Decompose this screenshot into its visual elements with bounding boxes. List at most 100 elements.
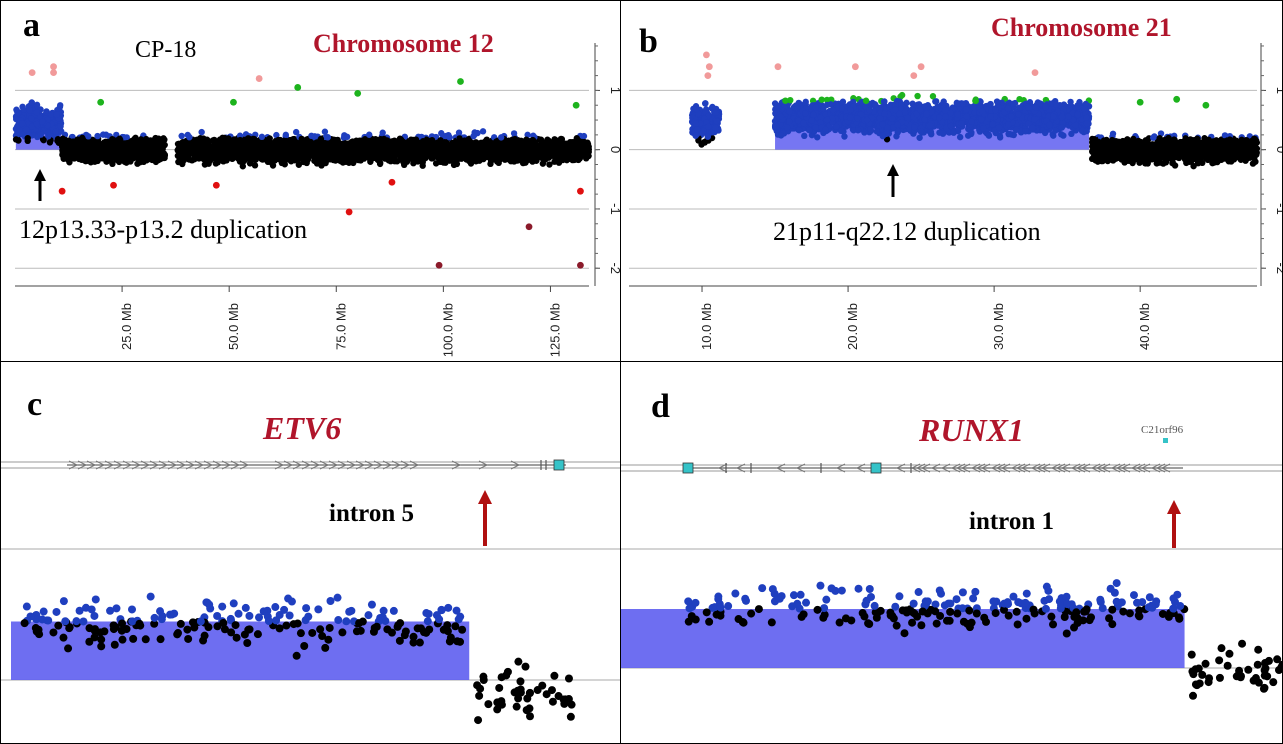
data-point (372, 144, 379, 152)
data-point (488, 144, 495, 151)
data-point (1016, 95, 1023, 103)
data-point (62, 136, 69, 144)
data-point (322, 134, 330, 141)
data-point (402, 156, 409, 164)
data-point (248, 153, 256, 160)
data-point (354, 141, 361, 149)
data-point (147, 137, 154, 144)
data-point (575, 156, 582, 164)
data-point (339, 141, 347, 148)
arrow-head (34, 169, 46, 181)
data-point (380, 146, 388, 154)
panel-letter: a (23, 7, 40, 44)
data-point (419, 162, 426, 169)
data-point (434, 149, 441, 156)
data-point (149, 156, 156, 164)
data-point (56, 103, 64, 111)
data-point (28, 123, 36, 130)
data-point (297, 142, 305, 149)
data-point (71, 153, 79, 160)
data-point (317, 135, 325, 143)
outlier-point (255, 75, 263, 82)
data-point (37, 131, 45, 138)
data-point (460, 144, 467, 151)
data-point (556, 147, 563, 154)
data-point (801, 132, 808, 140)
data-point (69, 145, 76, 153)
data-point (149, 146, 156, 153)
data-point (250, 148, 257, 155)
data-point (440, 151, 448, 158)
data-point (121, 146, 129, 154)
data-point (424, 137, 432, 144)
data-point (136, 146, 144, 154)
data-point (297, 150, 304, 158)
data-point (704, 133, 712, 140)
data-point (28, 99, 35, 106)
data-point (184, 131, 191, 139)
data-point (438, 130, 445, 137)
data-point (144, 150, 152, 158)
data-point (447, 142, 454, 149)
outlier-point (212, 181, 220, 189)
data-point (450, 153, 457, 160)
data-point (136, 159, 144, 166)
x-tick-label: 30.0 Mb (991, 303, 1006, 350)
y-tick-label: -1 (1274, 203, 1283, 215)
data-point (110, 150, 118, 157)
data-point (319, 143, 327, 150)
x-tick-label: 20.0 Mb (845, 303, 860, 350)
outlier-point (577, 261, 584, 269)
y-tick-label: 0 (1274, 146, 1283, 153)
data-point (80, 142, 88, 150)
data-point (91, 157, 98, 164)
outlier-point (354, 89, 362, 97)
data-point (74, 136, 81, 143)
data-point (116, 136, 124, 143)
data-point (458, 155, 465, 162)
data-point (367, 158, 374, 165)
data-point (12, 136, 20, 143)
data-point (249, 143, 257, 150)
y-tick-label: 0 (608, 146, 621, 153)
data-point (201, 161, 209, 168)
data-point (229, 155, 236, 162)
data-point (416, 141, 424, 149)
data-point (386, 144, 393, 152)
outlier-point (525, 223, 533, 231)
data-point (53, 111, 60, 118)
outlier-point (388, 178, 396, 186)
data-point (251, 162, 259, 169)
data-point (929, 93, 937, 100)
data-point (308, 132, 315, 140)
data-point (406, 146, 413, 153)
data-point (115, 158, 123, 166)
data-point (52, 128, 59, 135)
outlier-point (50, 69, 57, 77)
data-point (692, 132, 699, 139)
data-point (249, 137, 256, 144)
data-point (363, 139, 370, 146)
data-point (712, 124, 719, 132)
data-point (98, 153, 106, 161)
data-point (692, 120, 700, 127)
data-point (282, 131, 290, 139)
data-point (519, 148, 527, 156)
data-point (366, 153, 374, 160)
data-point (178, 132, 185, 140)
data-point (528, 146, 536, 153)
data-point (438, 139, 446, 146)
data-point (363, 144, 370, 152)
data-point (33, 101, 41, 109)
data-point (24, 134, 31, 142)
data-point (202, 139, 209, 147)
data-point (128, 137, 136, 144)
data-point (525, 153, 532, 160)
data-point (224, 152, 231, 159)
outlier-point (294, 84, 302, 91)
data-point (343, 133, 351, 141)
data-point (551, 154, 559, 161)
data-point (239, 158, 246, 165)
data-point (573, 137, 580, 145)
data-point (496, 144, 504, 152)
